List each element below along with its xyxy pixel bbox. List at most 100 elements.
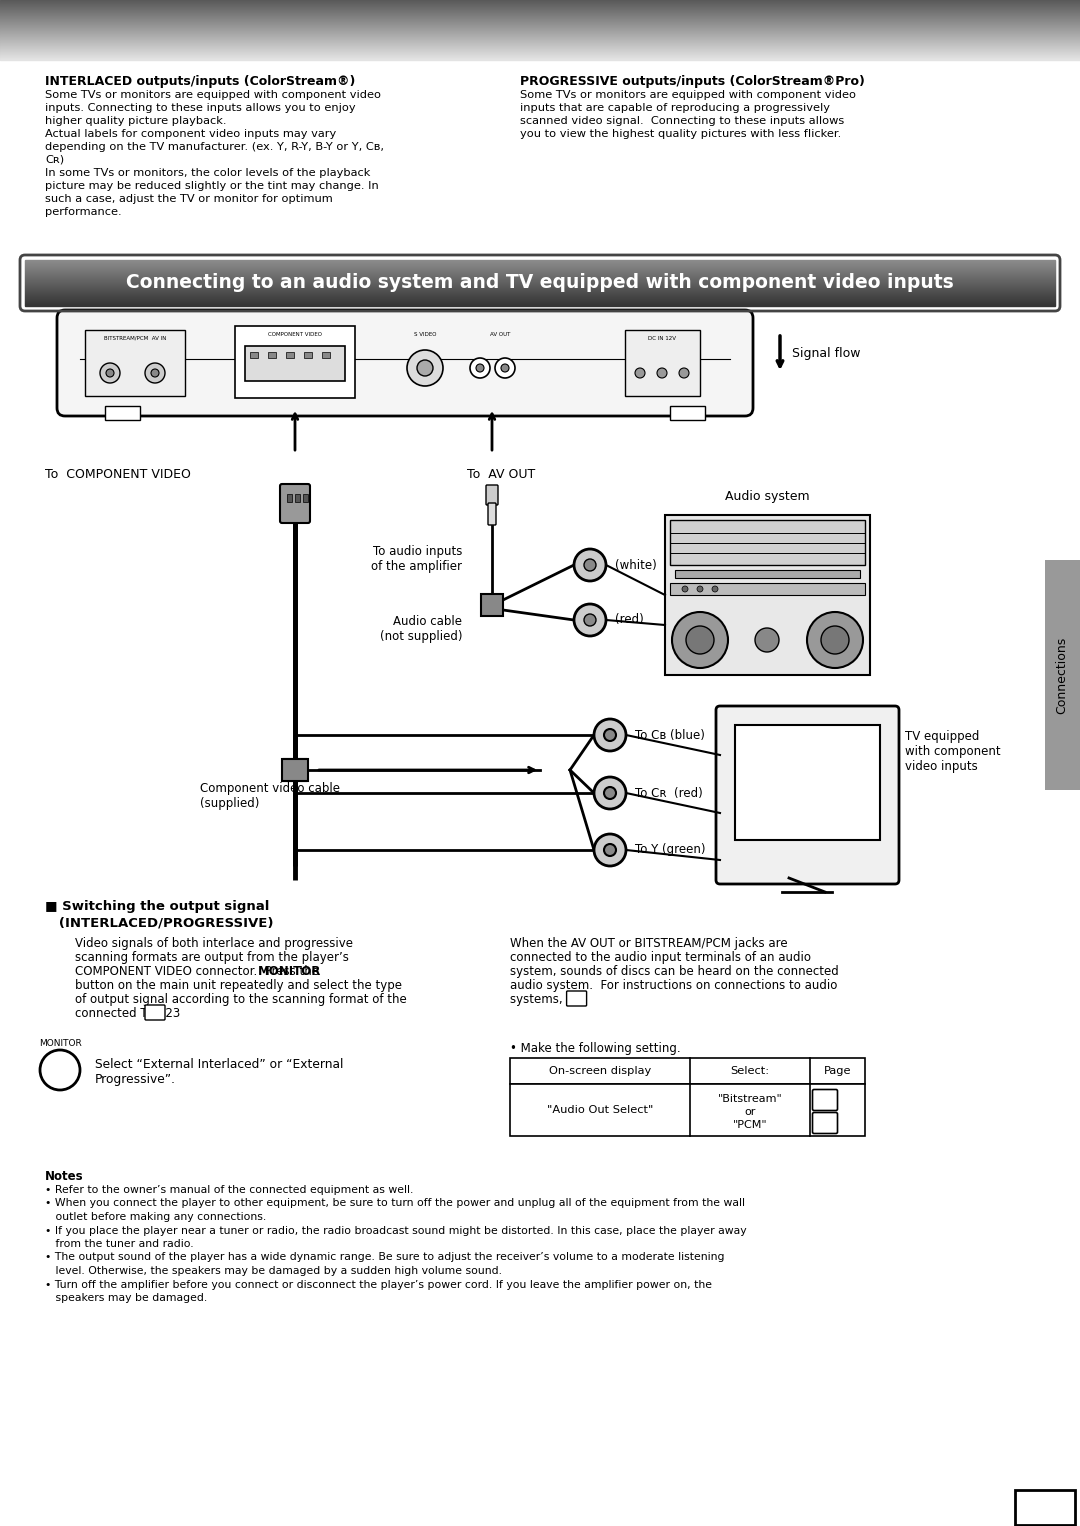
- Text: COMPONENT VIDEO connector.  Press the: COMPONENT VIDEO connector. Press the: [75, 964, 323, 978]
- Text: Cʀ): Cʀ): [45, 156, 64, 165]
- Text: Signal flow: Signal flow: [792, 346, 861, 360]
- Bar: [670, 406, 705, 420]
- Text: DC IN 12V: DC IN 12V: [648, 336, 676, 340]
- Text: level. Otherwise, the speakers may be damaged by a sudden high volume sound.: level. Otherwise, the speakers may be da…: [45, 1267, 502, 1276]
- Text: PROGRESSIVE outputs/inputs (ColorStream®Pro): PROGRESSIVE outputs/inputs (ColorStream®…: [519, 75, 865, 89]
- Bar: [284, 758, 306, 781]
- Text: Select “External Interlaced” or “External
Progressive”.: Select “External Interlaced” or “Externa…: [95, 1058, 343, 1087]
- FancyBboxPatch shape: [488, 504, 496, 525]
- Circle shape: [151, 369, 159, 377]
- Text: Component video cable
(supplied): Component video cable (supplied): [200, 781, 340, 810]
- Bar: [282, 758, 308, 781]
- Text: Audio system: Audio system: [725, 490, 809, 504]
- Text: Select:: Select:: [730, 1067, 770, 1076]
- FancyBboxPatch shape: [812, 1112, 837, 1134]
- Bar: [245, 346, 345, 382]
- FancyBboxPatch shape: [280, 484, 310, 523]
- Text: • Make the following setting.: • Make the following setting.: [510, 1042, 680, 1054]
- Circle shape: [807, 612, 863, 668]
- Text: connected TV.  23: connected TV. 23: [75, 1007, 180, 1019]
- Text: Actual labels for component video inputs may vary: Actual labels for component video inputs…: [45, 130, 336, 139]
- Bar: [510, 1083, 865, 1135]
- Text: 66: 66: [818, 1096, 832, 1105]
- Circle shape: [657, 368, 667, 378]
- Bar: [295, 494, 300, 502]
- Circle shape: [476, 365, 484, 372]
- Circle shape: [712, 586, 718, 592]
- Text: picture may be reduced slightly or the tint may change. In: picture may be reduced slightly or the t…: [45, 182, 379, 191]
- Circle shape: [100, 363, 120, 383]
- Circle shape: [672, 612, 728, 668]
- Text: To  AV OUT: To AV OUT: [467, 468, 536, 481]
- Text: of output signal according to the scanning format of the: of output signal according to the scanni…: [75, 993, 407, 1006]
- Text: On-screen display: On-screen display: [549, 1067, 651, 1076]
- Text: MONITOR: MONITOR: [39, 1039, 81, 1048]
- Text: audio system.  For instructions on connections to audio: audio system. For instructions on connec…: [510, 980, 837, 992]
- FancyBboxPatch shape: [486, 485, 498, 505]
- Circle shape: [470, 359, 490, 378]
- Bar: [85, 330, 185, 397]
- Bar: [675, 571, 860, 578]
- FancyBboxPatch shape: [567, 990, 586, 1006]
- Text: higher quality picture playback.: higher quality picture playback.: [45, 116, 227, 127]
- Circle shape: [417, 360, 433, 375]
- Text: • If you place the player near a tuner or radio, the radio broadcast sound might: • If you place the player near a tuner o…: [45, 1225, 746, 1236]
- Bar: [286, 353, 294, 359]
- Circle shape: [407, 349, 443, 386]
- Text: Connections: Connections: [1055, 636, 1068, 714]
- Text: To  COMPONENT VIDEO: To COMPONENT VIDEO: [45, 468, 191, 481]
- Circle shape: [604, 729, 616, 742]
- FancyBboxPatch shape: [716, 707, 899, 884]
- Text: outlet before making any connections.: outlet before making any connections.: [45, 1212, 267, 1222]
- Text: (INTERLACED/PROGRESSIVE): (INTERLACED/PROGRESSIVE): [45, 917, 273, 929]
- Circle shape: [594, 719, 626, 751]
- Text: inputs that are capable of reproducing a progressively: inputs that are capable of reproducing a…: [519, 102, 831, 113]
- Circle shape: [106, 369, 114, 377]
- Circle shape: [755, 629, 779, 652]
- Bar: [235, 327, 355, 398]
- Text: To Cʀ  (red): To Cʀ (red): [635, 786, 703, 800]
- Text: When the AV OUT or BITSTREAM/PCM jacks are: When the AV OUT or BITSTREAM/PCM jacks a…: [510, 937, 787, 951]
- Bar: [735, 725, 880, 839]
- Text: INTERLACED outputs/inputs (ColorStream®): INTERLACED outputs/inputs (ColorStream®): [45, 75, 355, 89]
- Bar: [303, 494, 308, 502]
- Text: 79: 79: [1026, 1494, 1064, 1521]
- Bar: [670, 520, 865, 565]
- Circle shape: [495, 359, 515, 378]
- Text: TV equipped
with component
video inputs: TV equipped with component video inputs: [905, 729, 1001, 774]
- Text: ■ Switching the output signal: ■ Switching the output signal: [45, 900, 269, 913]
- Text: (red): (red): [615, 613, 644, 627]
- Circle shape: [686, 626, 714, 655]
- Text: S VIDEO: S VIDEO: [414, 333, 436, 337]
- Text: 82: 82: [569, 993, 583, 1003]
- Bar: [105, 406, 140, 420]
- Circle shape: [604, 787, 616, 800]
- Text: • The output sound of the player has a wide dynamic range. Be sure to adjust the: • The output sound of the player has a w…: [45, 1253, 725, 1262]
- Circle shape: [679, 368, 689, 378]
- Circle shape: [145, 363, 165, 383]
- FancyBboxPatch shape: [812, 1090, 837, 1111]
- Text: • Refer to the owner’s manual of the connected equipment as well.: • Refer to the owner’s manual of the con…: [45, 1186, 414, 1195]
- Text: Audio cable
(not supplied): Audio cable (not supplied): [379, 615, 462, 642]
- Bar: [268, 353, 276, 359]
- Text: 23: 23: [148, 1007, 162, 1016]
- Bar: [1045, 560, 1080, 790]
- Text: "Audio Out Select": "Audio Out Select": [546, 1105, 653, 1116]
- Text: performance.: performance.: [45, 208, 122, 217]
- Text: To Cʙ (blue): To Cʙ (blue): [635, 728, 705, 742]
- Text: In some TVs or monitors, the color levels of the playback: In some TVs or monitors, the color level…: [45, 168, 370, 179]
- Circle shape: [821, 626, 849, 655]
- Circle shape: [594, 835, 626, 865]
- Circle shape: [584, 613, 596, 626]
- Circle shape: [697, 586, 703, 592]
- Text: COMPONENT VIDEO: COMPONENT VIDEO: [268, 333, 322, 337]
- Circle shape: [40, 1050, 80, 1090]
- Text: you to view the highest quality pictures with less flicker.: you to view the highest quality pictures…: [519, 130, 841, 139]
- Text: BITSTREAM/PCM  AV IN: BITSTREAM/PCM AV IN: [104, 336, 166, 340]
- Text: from the tuner and radio.: from the tuner and radio.: [45, 1239, 193, 1248]
- Text: scanning formats are output from the player’s: scanning formats are output from the pla…: [75, 951, 349, 964]
- Text: To audio inputs
of the amplifier: To audio inputs of the amplifier: [372, 545, 462, 572]
- Text: Some TVs or monitors are equipped with component video: Some TVs or monitors are equipped with c…: [519, 90, 856, 101]
- Circle shape: [635, 368, 645, 378]
- Text: systems, see: systems, see: [510, 993, 588, 1006]
